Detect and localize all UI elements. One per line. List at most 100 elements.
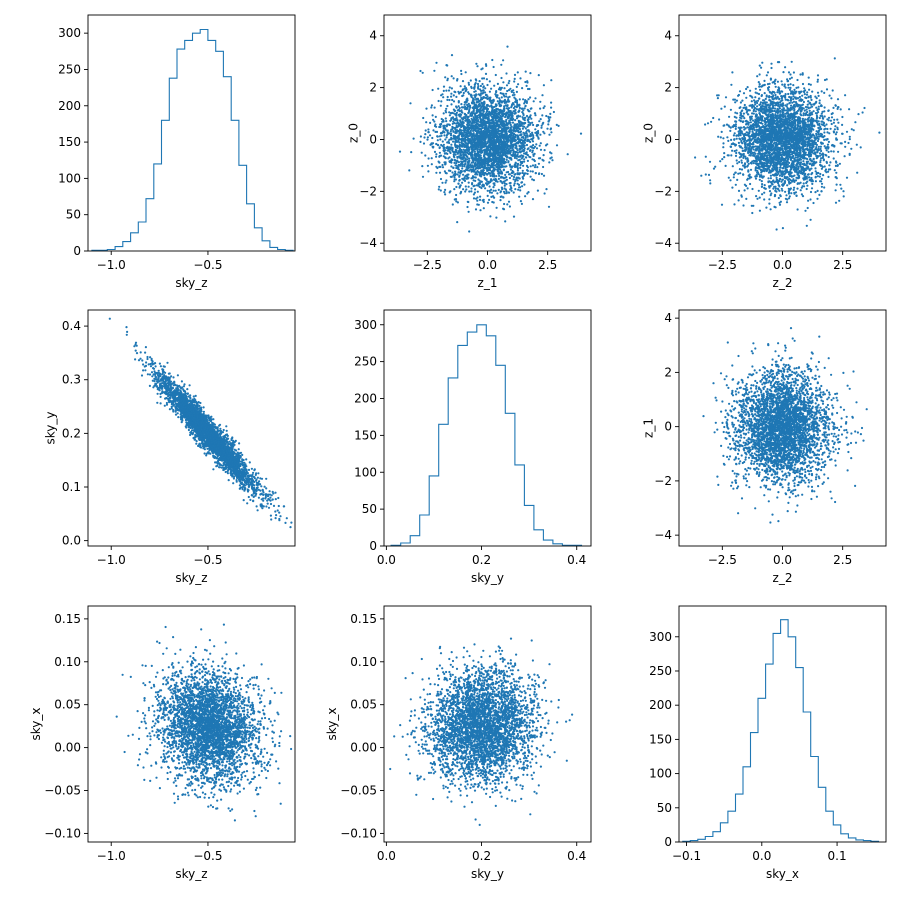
scatter-point [505, 114, 508, 117]
scatter-point [520, 150, 524, 153]
scatter-point [478, 148, 481, 151]
scatter-point [513, 93, 516, 96]
scatter-point [487, 168, 490, 171]
scatter-point [488, 158, 491, 161]
scatter-point [435, 142, 438, 146]
scatter-point [506, 111, 509, 114]
scatter-point [461, 156, 464, 159]
scatter-point [807, 120, 810, 123]
scatter-point [473, 191, 476, 194]
scatter-point [523, 158, 526, 161]
scatter-point [478, 179, 481, 182]
scatter-point [509, 188, 512, 191]
scatter-point [466, 175, 469, 178]
scatter-point [531, 178, 534, 181]
scatter-point [518, 195, 521, 198]
scatter-point [478, 115, 481, 119]
scatter-point [503, 157, 506, 160]
scatter-point [494, 157, 497, 160]
scatter-point [515, 106, 518, 109]
scatter-point [443, 170, 446, 173]
scatter-point [729, 145, 732, 148]
scatter-point [557, 124, 560, 127]
scatter-point [500, 63, 503, 66]
scatter-point [519, 200, 523, 203]
scatter-point [524, 136, 527, 139]
scatter-point [485, 160, 488, 163]
scatter-point [501, 188, 504, 191]
scatter-point [502, 100, 505, 103]
scatter-point [805, 93, 809, 96]
scatter-point [755, 195, 758, 198]
scatter-point [495, 123, 498, 127]
scatter-point [475, 167, 478, 170]
scatter-point [501, 128, 504, 132]
scatter-point [421, 175, 425, 178]
scatter-point [550, 106, 553, 109]
x-tick-label: 2.5 [538, 258, 557, 272]
scatter-point [488, 146, 491, 149]
scatter-point [513, 156, 517, 159]
scatter-point [486, 194, 489, 197]
scatter-point [520, 157, 523, 160]
scatter-point [532, 144, 535, 147]
scatter-point [441, 166, 445, 169]
scatter-point [454, 164, 457, 167]
scatter-point [409, 102, 412, 105]
scatter-point [521, 169, 524, 172]
scatter-point [818, 102, 821, 105]
scatter-point [457, 163, 460, 167]
scatter-point [502, 207, 505, 210]
scatter-point [494, 189, 497, 192]
scatter-point [522, 164, 525, 167]
scatter-point [829, 119, 833, 122]
scatter-point [441, 145, 444, 148]
scatter-point [495, 206, 498, 209]
scatter-point [510, 106, 513, 109]
scatter-point [485, 104, 488, 107]
scatter-point [510, 171, 513, 175]
scatter-point [823, 78, 827, 82]
scatter-point [441, 93, 444, 96]
scatter-point [453, 198, 456, 201]
scatter-point [484, 148, 487, 151]
scatter-point [500, 101, 503, 104]
scatter-point [823, 165, 826, 168]
scatter-point [492, 195, 495, 198]
scatter-point [488, 105, 491, 108]
scatter-point [523, 138, 527, 141]
scatter-point [437, 99, 440, 103]
scatter-point [482, 102, 485, 105]
scatter-point [479, 149, 482, 152]
scatter-point [467, 91, 470, 94]
scatter-point [526, 166, 530, 169]
scatter-point [825, 88, 829, 91]
scatter-point [476, 163, 479, 166]
scatter-point [479, 84, 482, 88]
scatter-point [454, 119, 457, 122]
scatter-point [469, 163, 472, 166]
scatter-point [450, 143, 453, 146]
scatter-point [505, 132, 508, 135]
scatter-point [449, 132, 453, 135]
scatter-point [484, 63, 488, 66]
scatter-point [494, 136, 497, 139]
scatter-point [530, 134, 533, 137]
scatter-point [477, 87, 480, 90]
scatter-point [485, 64, 488, 67]
scatter-point [489, 164, 492, 167]
scatter-point [490, 139, 493, 142]
scatter-point [483, 176, 486, 180]
scatter-point [566, 153, 569, 156]
scatter-point [760, 110, 763, 113]
scatter-point [441, 163, 444, 167]
scatter-point [497, 188, 500, 191]
scatter-point [539, 100, 542, 103]
scatter-point [726, 136, 729, 139]
scatter-point [460, 129, 463, 132]
scatter-point [452, 153, 455, 156]
scatter-point [474, 161, 477, 165]
scatter-point [502, 190, 506, 193]
scatter-point [452, 94, 455, 97]
scatter-point [474, 82, 477, 85]
